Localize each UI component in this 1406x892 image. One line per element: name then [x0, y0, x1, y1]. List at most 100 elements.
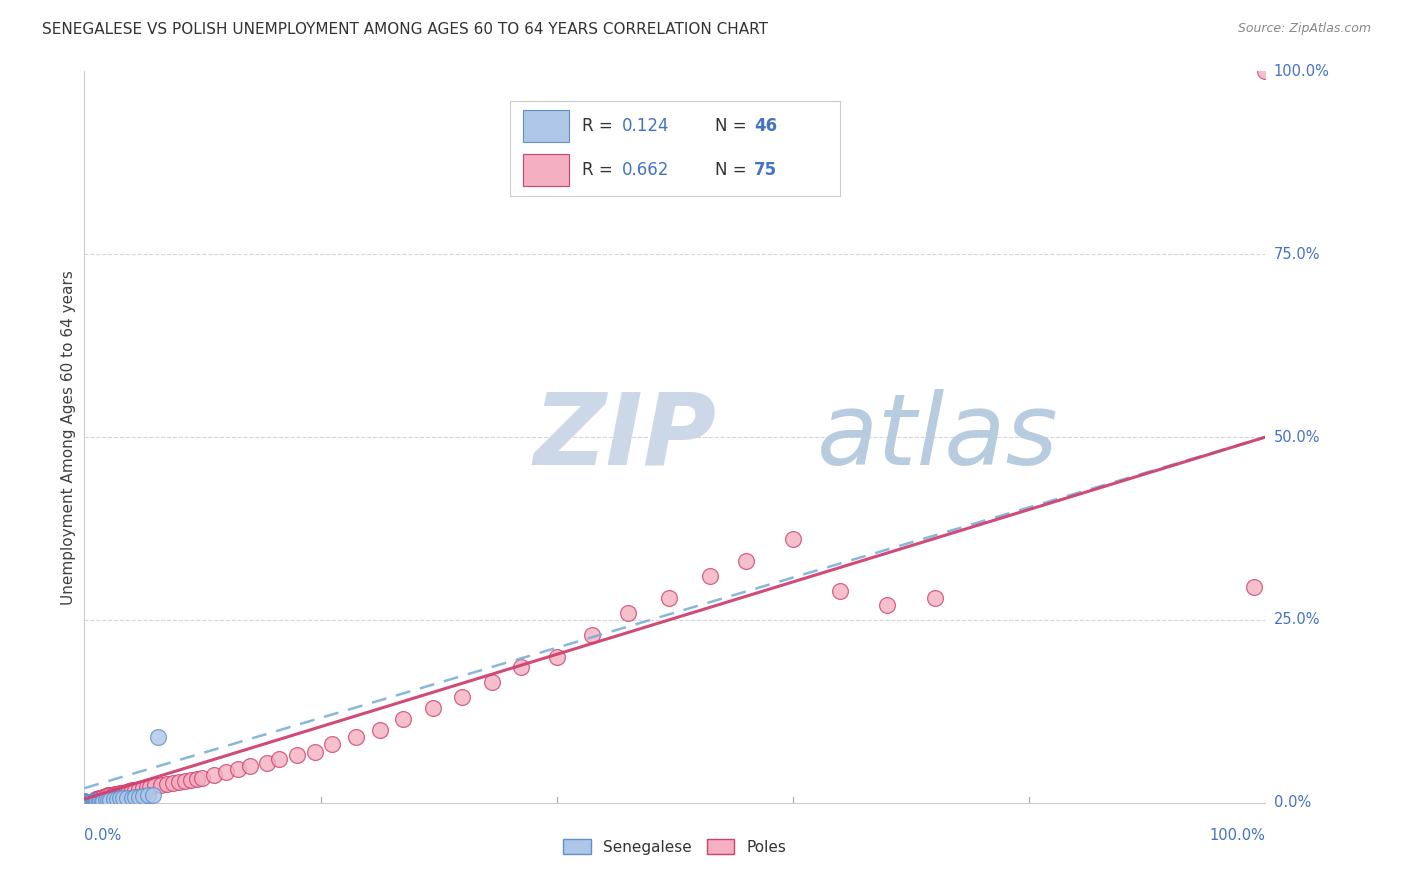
Point [80, 796, 103, 810]
Point [167, 775, 190, 789]
Point [73, 796, 96, 810]
Point [73, 796, 96, 810]
Point [90, 790, 112, 805]
Point [734, 554, 756, 568]
Point [73, 796, 96, 810]
Point [392, 712, 415, 726]
Point [108, 786, 131, 800]
Point [83, 795, 105, 809]
Point [215, 765, 238, 780]
Point [73, 795, 96, 809]
Point [97, 789, 120, 803]
Point [77, 795, 100, 809]
Text: 100.0%: 100.0% [1274, 64, 1330, 78]
Point [73, 794, 96, 808]
Text: 100.0%: 100.0% [1209, 828, 1265, 843]
Point [79, 796, 101, 810]
Point [84, 792, 107, 806]
Point [186, 772, 208, 787]
Point [128, 789, 150, 804]
Point [94, 793, 117, 807]
Point [103, 792, 125, 806]
Point [173, 773, 195, 788]
Point [87, 791, 110, 805]
Point [107, 787, 129, 801]
Legend: Senegalese, Poles: Senegalese, Poles [557, 833, 793, 861]
Text: 25.0%: 25.0% [1274, 613, 1320, 627]
Point [118, 784, 141, 798]
Point [91, 794, 114, 808]
Point [112, 791, 135, 805]
Point [80, 795, 103, 809]
Point [581, 627, 603, 641]
Point [101, 788, 124, 802]
Point [180, 773, 202, 788]
Point [142, 788, 165, 802]
Text: 0.0%: 0.0% [84, 828, 121, 843]
Point [124, 782, 146, 797]
Point [146, 730, 169, 744]
Point [73, 796, 96, 810]
Point [111, 786, 134, 800]
Point [76, 796, 98, 810]
Point [344, 730, 367, 744]
Point [77, 796, 100, 810]
Point [269, 752, 291, 766]
Point [98, 789, 121, 803]
Point [128, 781, 150, 796]
Text: 0.0%: 0.0% [1274, 796, 1310, 810]
Point [422, 700, 444, 714]
Text: 75.0%: 75.0% [1274, 247, 1320, 261]
Point [77, 796, 100, 810]
Point [1243, 580, 1265, 594]
Point [82, 795, 104, 809]
Point [616, 606, 638, 620]
Point [73, 796, 96, 810]
Point [75, 796, 97, 810]
Point [86, 792, 108, 806]
Point [150, 777, 173, 792]
Point [73, 795, 96, 809]
Point [202, 768, 225, 782]
Point [86, 794, 108, 808]
Point [79, 796, 101, 810]
Point [77, 796, 100, 810]
Point [73, 796, 96, 810]
Point [91, 789, 114, 804]
Point [132, 789, 155, 804]
Point [73, 796, 96, 810]
Point [115, 790, 138, 805]
Point [84, 796, 107, 810]
Point [143, 778, 166, 792]
Point [451, 690, 474, 704]
Point [84, 794, 107, 808]
Point [139, 780, 162, 794]
Point [136, 789, 159, 803]
Point [256, 756, 278, 770]
Point [699, 569, 721, 583]
Point [114, 785, 136, 799]
Point [321, 737, 343, 751]
Point [285, 748, 308, 763]
Point [162, 776, 184, 790]
Point [191, 771, 214, 785]
Point [76, 796, 98, 810]
Point [108, 791, 131, 805]
Point [89, 794, 111, 808]
Point [510, 660, 533, 674]
Point [239, 759, 262, 773]
Text: 50.0%: 50.0% [1274, 430, 1320, 444]
Point [121, 790, 143, 805]
Point [73, 796, 96, 810]
Point [84, 795, 107, 809]
Point [156, 777, 179, 791]
Point [73, 796, 96, 810]
Point [107, 792, 129, 806]
Point [77, 795, 100, 809]
Point [73, 796, 96, 810]
Point [124, 789, 146, 804]
Text: SENEGALESE VS POLISH UNEMPLOYMENT AMONG AGES 60 TO 64 YEARS CORRELATION CHART: SENEGALESE VS POLISH UNEMPLOYMENT AMONG … [42, 22, 768, 37]
Point [658, 591, 681, 605]
Point [546, 649, 568, 664]
Point [136, 780, 159, 795]
